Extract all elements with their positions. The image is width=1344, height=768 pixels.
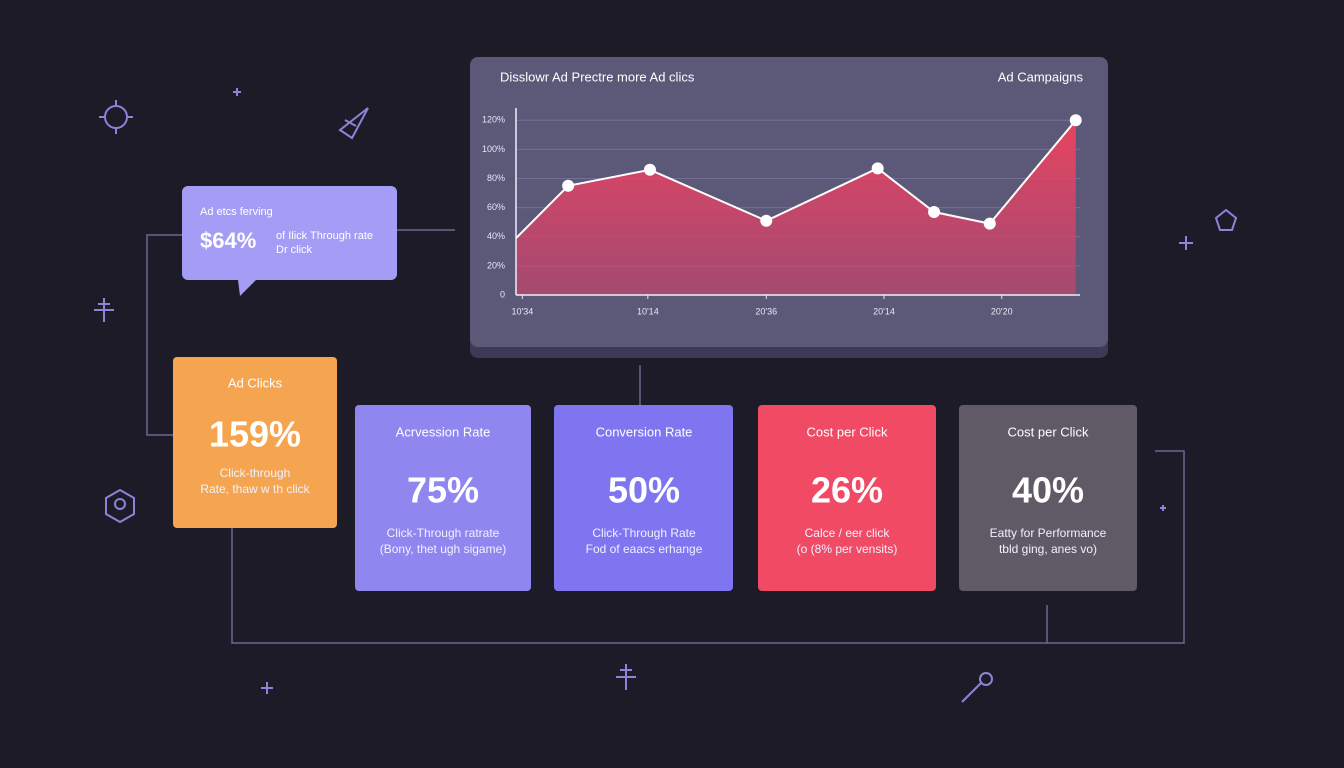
- card-text: Rate, thaw w th click: [200, 482, 310, 496]
- x-tick-label: 10'34: [511, 306, 533, 316]
- point: [1069, 114, 1082, 127]
- point: [643, 163, 656, 176]
- point: [928, 206, 941, 219]
- card-title: Acrvession Rate: [396, 424, 491, 439]
- connector: [231, 528, 1048, 644]
- plot: 0 20% 40% 60% 80% 100% 120% 10'34 10'14 20'36 20'1…: [482, 108, 1082, 316]
- card: [959, 405, 1137, 591]
- card: [355, 405, 531, 591]
- card-value: 40%: [1012, 470, 1084, 511]
- y-tick-label: 20%: [487, 260, 505, 270]
- callout-bubble: [182, 186, 397, 296]
- connector: [146, 234, 182, 436]
- card-value: 75%: [407, 470, 479, 511]
- card-text: (Bony, thet ugh sigame): [380, 542, 507, 556]
- card-text: Calce / eer click: [805, 526, 891, 540]
- x-tick-label: 20'20: [991, 306, 1013, 316]
- callout-value: $64%: [200, 228, 256, 253]
- card-value: 159%: [209, 414, 301, 455]
- chart-subtitle: Ad Campaigns: [998, 69, 1084, 84]
- x-tick-label: 10'14: [637, 306, 659, 316]
- card-text: Click-through: [220, 466, 291, 480]
- connector: [1047, 450, 1185, 644]
- point: [562, 179, 575, 192]
- chart-title: Disslowr Ad Prectre more Ad clics: [500, 69, 695, 84]
- point: [760, 214, 773, 227]
- y-tick-label: 80%: [487, 173, 505, 183]
- card-text: Click-Through ratrate: [387, 526, 500, 540]
- decor-icons: [94, 88, 1238, 703]
- x-tick-label: 20'36: [755, 306, 777, 316]
- y-tick-label: 100%: [482, 144, 505, 154]
- callout-title: Ad etcs ferving: [200, 206, 273, 218]
- card: [554, 405, 733, 591]
- card-text: Click-Through Rate: [592, 526, 696, 540]
- card: [173, 357, 337, 528]
- card-text: Fod of eaacs erhange: [586, 542, 703, 556]
- y-tick-label: 120%: [482, 115, 505, 125]
- card-value: 26%: [811, 470, 883, 511]
- y-tick-label: 0: [500, 289, 505, 299]
- card-text: (o (8% per vensits): [797, 542, 898, 556]
- card-title: Conversion Rate: [596, 424, 693, 439]
- card-title: Cost per Click: [1008, 424, 1089, 439]
- card-title: Cost per Click: [807, 424, 888, 439]
- y-tick-label: 60%: [487, 202, 505, 212]
- callout-text: of Ilick Through rate: [276, 230, 373, 242]
- card-text: Eatty for Performance: [990, 526, 1107, 540]
- point: [983, 217, 996, 230]
- x-tick-label: 20'14: [873, 306, 895, 316]
- card-value: 50%: [608, 470, 680, 511]
- card-text: tbld ging, anes vo): [999, 542, 1097, 556]
- y-tick-label: 40%: [487, 231, 505, 241]
- card: [758, 405, 936, 591]
- callout-text: Dr click: [276, 244, 313, 256]
- line: [515, 119, 1077, 239]
- point: [871, 162, 884, 175]
- card-title: Ad Clicks: [228, 375, 283, 390]
